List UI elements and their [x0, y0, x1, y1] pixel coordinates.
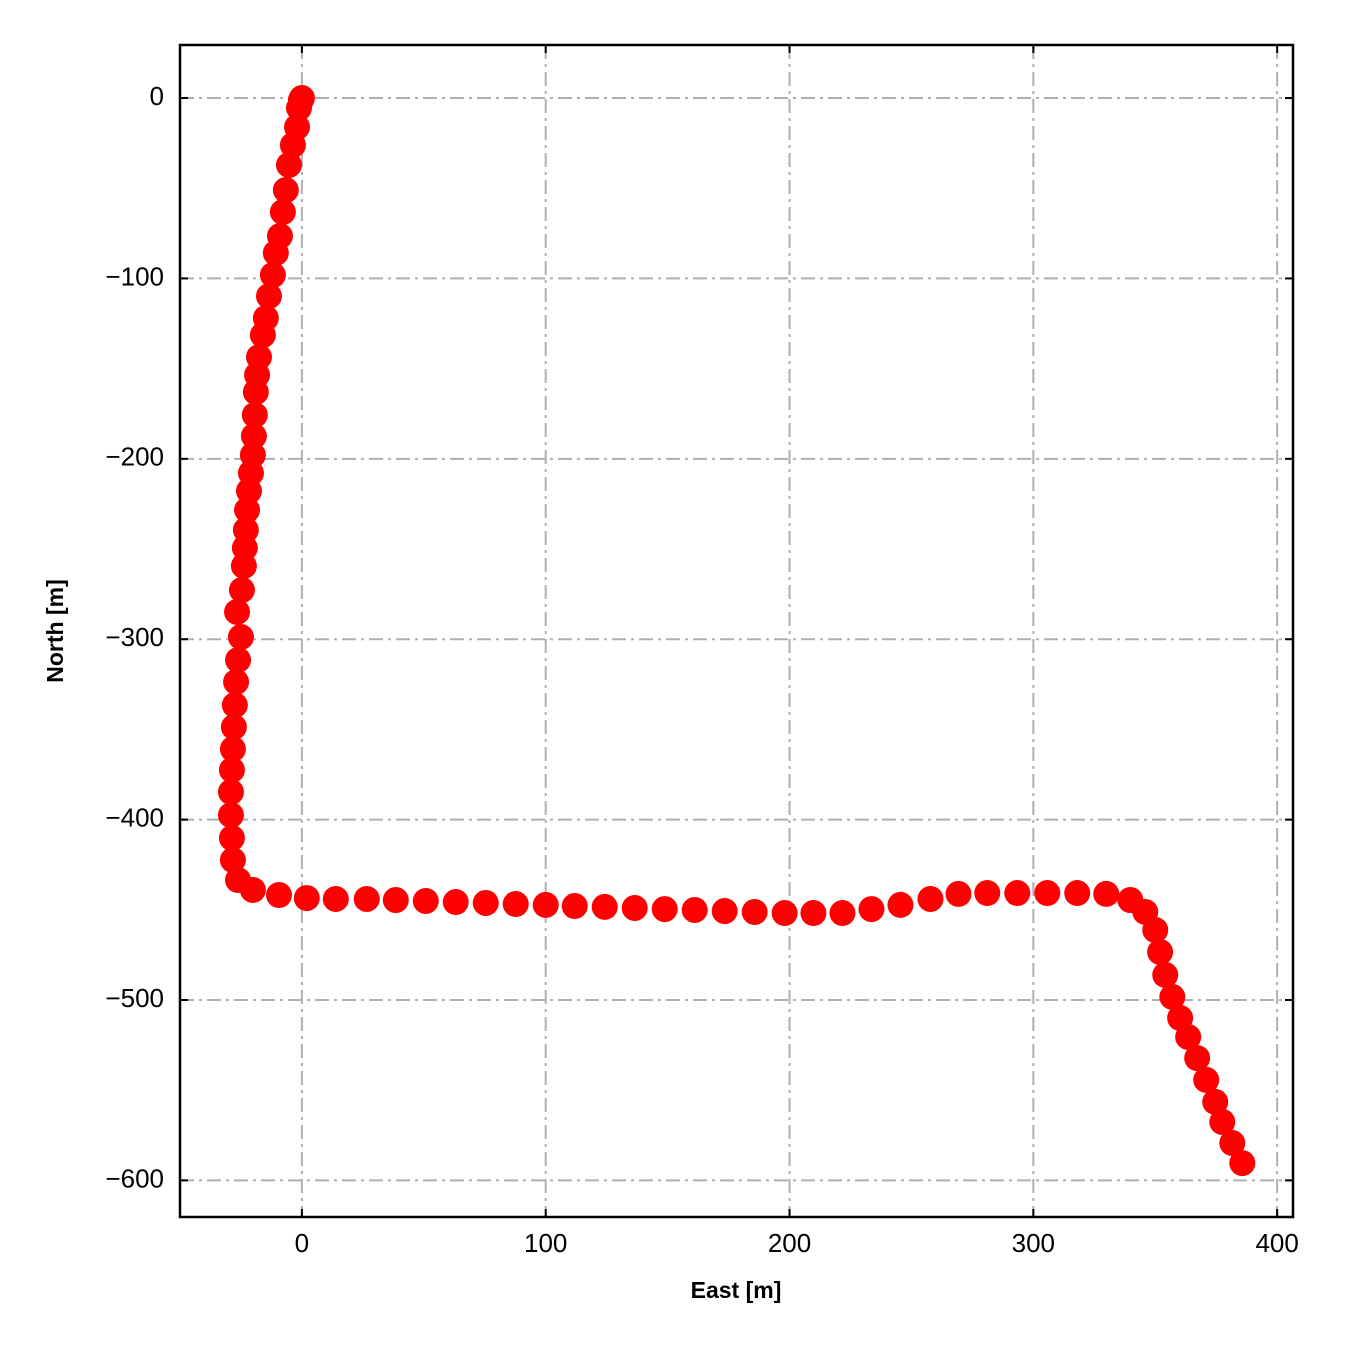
point — [234, 497, 261, 524]
plot-frame — [178, 43, 1295, 1219]
point — [1142, 916, 1169, 943]
point — [269, 199, 296, 226]
point — [561, 893, 588, 920]
point — [235, 477, 262, 504]
point — [472, 889, 499, 916]
point — [771, 900, 798, 927]
point — [239, 876, 266, 903]
point — [974, 880, 1001, 907]
point — [1229, 1150, 1256, 1177]
point — [218, 824, 245, 851]
point — [1152, 961, 1179, 988]
point — [741, 898, 768, 925]
point — [230, 552, 257, 579]
point — [1093, 880, 1120, 907]
point — [887, 891, 914, 918]
point — [227, 624, 254, 651]
point — [219, 847, 246, 874]
point — [1064, 880, 1091, 907]
point — [945, 880, 972, 907]
y-tick-label: −600 — [105, 1163, 164, 1193]
point — [591, 893, 618, 920]
point — [681, 896, 708, 923]
y-tick-label: −300 — [105, 622, 164, 652]
y-tick-label: −200 — [105, 442, 164, 472]
point — [829, 900, 856, 927]
point — [275, 151, 302, 178]
x-tick-label: 0 — [295, 1228, 309, 1258]
point — [293, 885, 320, 912]
x-axis-label: East [m] — [691, 1277, 782, 1303]
point — [217, 778, 244, 805]
point — [382, 887, 409, 914]
point — [858, 896, 885, 923]
point — [249, 322, 276, 349]
point — [259, 261, 286, 288]
y-tick-label: −100 — [105, 261, 164, 291]
point — [223, 668, 250, 695]
point — [1175, 1023, 1202, 1050]
point — [1147, 939, 1174, 966]
point — [218, 756, 245, 783]
point — [265, 882, 292, 909]
point — [279, 132, 306, 159]
point — [221, 692, 248, 719]
x-tick-label: 300 — [1012, 1228, 1055, 1258]
point — [322, 885, 349, 912]
point — [917, 885, 944, 912]
point — [285, 94, 312, 121]
point — [225, 646, 252, 673]
y-tick-label: −400 — [105, 802, 164, 832]
point — [532, 891, 559, 918]
point — [255, 283, 282, 310]
point — [220, 714, 247, 741]
point — [242, 379, 269, 406]
point — [1184, 1045, 1211, 1072]
y-tick-label: −500 — [105, 983, 164, 1013]
point — [219, 736, 246, 763]
point — [241, 401, 268, 428]
point — [442, 889, 469, 916]
point — [412, 887, 439, 914]
point — [240, 423, 267, 450]
point — [1193, 1066, 1220, 1093]
point — [272, 177, 299, 204]
point — [1209, 1108, 1236, 1135]
point — [1159, 983, 1186, 1010]
y-tick-label: 0 — [150, 81, 164, 111]
y-axis-label: North [m] — [42, 579, 68, 682]
point — [651, 896, 678, 923]
point — [1202, 1088, 1229, 1115]
point — [217, 802, 244, 829]
point — [228, 576, 255, 603]
point — [1004, 880, 1031, 907]
point — [800, 900, 827, 927]
point — [502, 891, 529, 918]
point — [353, 885, 380, 912]
x-tick-label: 100 — [524, 1228, 567, 1258]
x-tick-label: 400 — [1255, 1228, 1298, 1258]
point — [621, 894, 648, 921]
point — [711, 898, 738, 925]
point — [262, 239, 289, 266]
point — [224, 598, 251, 625]
point — [1219, 1130, 1246, 1157]
x-tick-label: 200 — [768, 1228, 811, 1258]
point — [1034, 880, 1061, 907]
